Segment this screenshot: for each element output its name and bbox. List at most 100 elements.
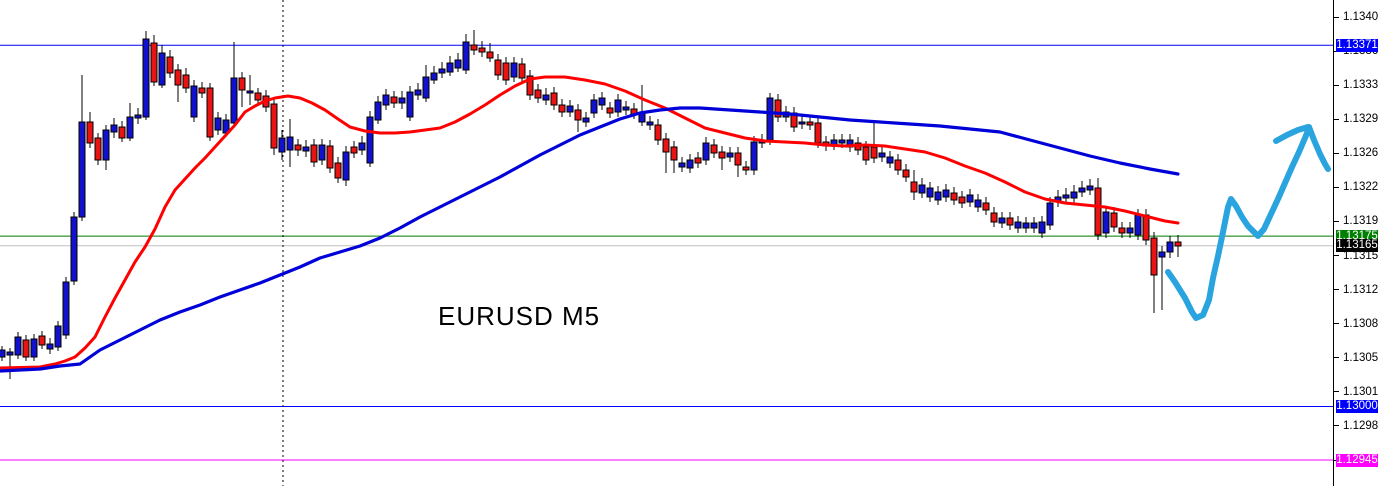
candle-body [966,194,974,203]
candle-body [542,94,550,101]
candle-body [1006,217,1014,226]
candle-body [70,216,78,282]
candle-body [1038,221,1046,234]
candle-body [582,117,590,123]
candle-body [374,101,382,121]
candle-body [0,349,6,358]
candle-body [1150,237,1158,276]
candle-body [654,124,662,141]
candle-body [558,104,566,113]
candle-body [990,212,998,223]
candle-body [478,47,486,53]
candle-body [1022,222,1030,229]
candle-body [1134,214,1142,236]
candle-body [150,42,158,83]
candle-body [598,97,606,106]
candle-body [334,162,342,179]
candle-body [590,99,598,114]
candle-body [646,121,654,126]
candle-body [310,144,318,163]
candle-body [566,105,574,113]
candle-body [742,166,750,171]
candle-body [134,114,142,119]
candle-body [974,199,982,208]
candle-body [502,62,510,81]
candle-body [54,325,62,348]
candle-body [430,72,438,81]
candle-body [278,137,286,153]
candle-body [446,62,454,73]
candle-body [390,96,398,104]
candle-body [942,189,950,198]
moving-average-slow-blue [0,106,1180,373]
candle-body [662,138,670,153]
candle-body [1126,227,1134,234]
candle-body [414,89,422,96]
candle-body [22,339,30,358]
candle-body [1086,185,1094,191]
candle-body [454,59,462,69]
candle-body [998,217,1006,224]
candle-body [918,184,926,194]
candle-body [270,103,278,149]
candle-body [798,121,806,125]
candle-body [294,144,302,151]
candle-body [934,191,942,201]
candle-body [1166,241,1174,253]
candle-body [14,336,22,356]
candle-body [1014,221,1022,229]
candle-body [246,90,254,94]
candle-body [766,97,774,141]
candle-body [142,38,150,118]
candle-body [878,152,886,158]
candle-body [486,51,494,59]
candle-body [838,139,846,144]
candle-body [870,146,878,159]
candle-body [670,146,678,161]
candle-body [6,351,14,356]
candle-body [806,121,814,126]
candle-body [350,146,358,154]
candle-body [38,335,46,346]
candle-body [110,124,118,133]
candle-body [174,69,182,86]
candle-body [342,151,350,181]
candle-body [894,159,902,171]
forecast-arrow-head-left[interactable] [1273,124,1311,144]
candle-body [406,91,414,118]
candle-body [118,126,126,139]
candle-body [862,146,870,161]
symbol-timeframe-label: EURUSD M5 [438,301,601,331]
candle-body [814,122,822,144]
candle-body [422,76,430,99]
candle-body [606,107,614,114]
candle-body [534,89,542,99]
forecast-arrow-line[interactable] [1165,125,1312,321]
candle-body [30,338,38,358]
candle-body [510,62,518,78]
candle-body [1062,194,1070,199]
candle-body [366,116,374,164]
candle-body [550,92,558,106]
candle-body [678,162,686,168]
candle-body [982,202,990,211]
candle-body [694,157,702,164]
candle-body [1046,202,1054,226]
candle-body [286,136,294,151]
candle-body [750,141,758,171]
candle-body [886,156,894,164]
candle-body [718,151,726,159]
candle-body [526,75,534,96]
candle-body [958,196,966,204]
candle-body [494,59,502,76]
candle-body [622,106,630,111]
candle-body [126,116,134,139]
candle-body [166,56,174,74]
candle-body [1030,222,1038,229]
candle-body [470,44,478,51]
candle-body [702,142,710,161]
forecast-arrow-head-right[interactable] [1306,124,1331,172]
